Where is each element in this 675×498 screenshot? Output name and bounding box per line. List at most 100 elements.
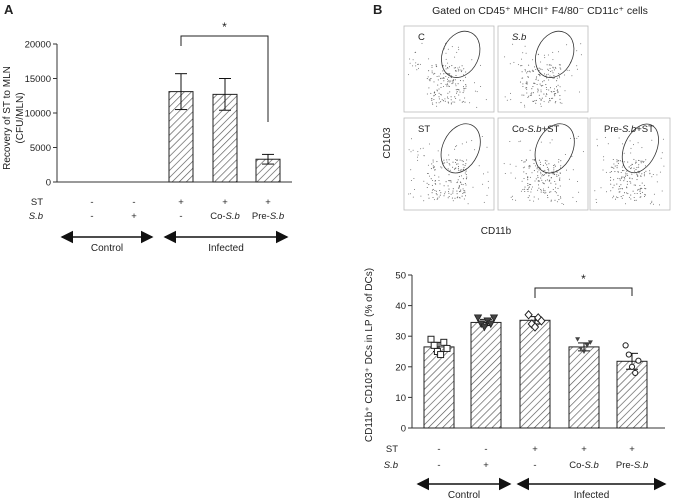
row-sb-value: - [90, 211, 93, 222]
data-point [440, 338, 448, 346]
y-tick-label: 30 [395, 332, 406, 343]
infected-group-label: Infected [208, 243, 244, 254]
data-point [443, 344, 451, 352]
row-label-sb: S.b [384, 460, 398, 471]
data-point [632, 369, 639, 377]
flow-dot-cloud [503, 135, 584, 205]
flow-plot: ST [403, 117, 495, 211]
data-point [489, 314, 499, 323]
flow-plot-frame [403, 25, 495, 113]
data-point [473, 314, 483, 323]
significance-bracket [180, 35, 269, 122]
data-point [587, 340, 593, 345]
flow-x-axis-label: CD11b [481, 226, 512, 237]
row-st-value: + [265, 197, 271, 208]
chart-b: CD11b⁺ CD103⁺ DCs in LP (% of DCs) 0 10 20… [364, 268, 667, 498]
bar [568, 346, 600, 429]
flow-plot: S.b [497, 25, 589, 113]
flow-gate [534, 123, 575, 174]
flow-plot-label: ST [418, 124, 430, 135]
row-sb-value: - [533, 460, 536, 471]
flow-plot: Pre-S.b+ST [589, 117, 671, 211]
row-sb-value: + [483, 460, 489, 471]
y-tick-label: 0 [46, 178, 51, 189]
data-point [486, 320, 495, 329]
flow-gating-title: Gated on CD45⁺ MHCII⁺ F4/80⁻ CD11c⁺ cell… [432, 5, 648, 17]
data-point [437, 351, 445, 359]
flow-dot-cloud [594, 137, 665, 206]
panel-a-letter: A [4, 2, 14, 17]
significance-star: * [222, 20, 227, 34]
data-point [537, 316, 546, 326]
flow-plot-frame [497, 25, 589, 113]
flow-plot-frame [589, 117, 671, 211]
row-sb-value: - [437, 460, 440, 471]
row-st-value: - [484, 444, 487, 455]
y-tick-label: 20000 [25, 40, 51, 51]
flow-gate [621, 123, 659, 174]
y-tick-label: 15000 [25, 74, 51, 85]
data-point [625, 351, 632, 358]
flow-plot-label: Co-S.b+ST [512, 124, 559, 135]
row-st-value: + [581, 444, 587, 455]
flow-plot-label: S.b [512, 32, 526, 43]
bar [616, 360, 648, 429]
data-point [430, 341, 438, 349]
flow-gate [535, 30, 575, 78]
control-group-label: Control [91, 243, 123, 254]
bar [423, 346, 455, 429]
row-st-value: + [532, 444, 538, 455]
flow-plot: Co-S.b+ST [497, 117, 589, 211]
row-label-st: ST [31, 197, 43, 208]
row-sb-value: Co-S.b [210, 211, 240, 222]
flow-dot-cloud [408, 42, 487, 108]
data-point [427, 335, 435, 343]
y-tick-label: 40 [395, 301, 406, 312]
significance-bracket [534, 287, 633, 298]
row-st-value: - [437, 444, 440, 455]
data-point [524, 310, 533, 320]
row-sb-value: Pre-S.b [616, 460, 648, 471]
flow-dot-cloud [504, 43, 582, 108]
flow-gate [441, 30, 481, 78]
flow-plot-label: Pre-S.b+ST [604, 124, 654, 135]
row-sb-value: + [131, 211, 137, 222]
data-point [581, 349, 587, 354]
flow-y-axis-label: CD103 [382, 127, 393, 159]
row-st-value: + [222, 197, 228, 208]
chart-a: Recovery of ST to MLN (CFU/MLN) 0 5000 100… [2, 20, 292, 254]
data-point [622, 342, 629, 349]
panel-b-letter: B [373, 2, 382, 17]
infected-group-label: Infected [574, 490, 610, 498]
y-tick-label: 10 [395, 393, 406, 404]
flow-gate [440, 123, 481, 174]
bar [519, 319, 551, 429]
flow-plot-label: C [418, 32, 425, 43]
chart-a-ylabel-1: Recovery of ST to MLN [2, 66, 13, 170]
row-st-value: + [629, 444, 635, 455]
row-label-st: ST [386, 444, 398, 455]
row-sb-value: Co-S.b [569, 460, 599, 471]
row-label-sb: S.b [29, 211, 43, 222]
y-tick-label: 5000 [30, 143, 51, 154]
y-tick-label: 10000 [25, 109, 51, 120]
flow-dot-cloud [408, 136, 489, 205]
data-point [584, 343, 590, 348]
significance-star: * [581, 272, 586, 286]
y-tick-label: 20 [395, 362, 406, 373]
data-point [480, 323, 489, 332]
row-sb-value: - [179, 211, 182, 222]
chart-b-ylabel: CD11b⁺ CD103⁺ DCs in LP (% of DCs) [364, 268, 375, 442]
row-sb-value: Pre-S.b [252, 211, 284, 222]
bar [470, 321, 502, 429]
y-tick-label: 50 [395, 271, 406, 282]
flow-cytometry-grid: CD103 CD11b C S.b ST Co-S.b+ST Pre-S.b+ST [382, 25, 671, 237]
control-group-label: Control [448, 490, 480, 498]
chart-a-ylabel-2: (CFU/MLN) [15, 92, 26, 143]
row-st-value: - [90, 197, 93, 208]
flow-plot: C [403, 25, 495, 113]
data-point [578, 346, 584, 351]
row-st-value: + [178, 197, 184, 208]
data-point [530, 322, 540, 332]
